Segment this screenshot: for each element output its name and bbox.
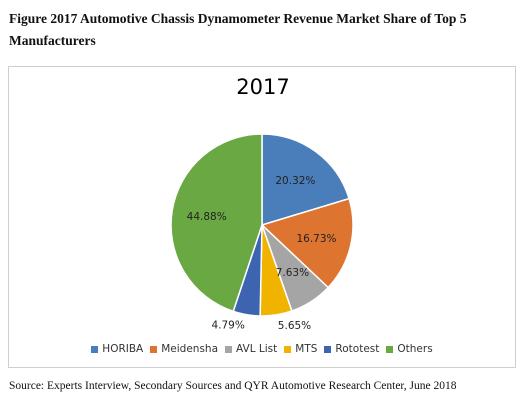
data-label-avl-list: 7.63% [276,267,309,279]
data-label-meidensha: 16.73% [296,233,336,245]
legend-item-rototest: Rototest [324,343,379,355]
legend-swatch [91,345,99,353]
legend-item-horiba: HORIBA [91,343,143,355]
legend-label: Others [397,343,433,355]
legend-item-mts: MTS [284,343,317,355]
legend-swatch [150,345,158,353]
data-label-horiba: 20.32% [275,175,315,187]
data-label-others: 44.88% [187,211,227,223]
legend-label: Rototest [335,343,380,355]
legend-label: AVL List [236,343,278,355]
figure-caption: Figure 2017 Automotive Chassis Dynamomet… [9,11,467,48]
legend-label: MTS [295,343,318,355]
pie-slice-others [170,133,263,313]
legend-label: HORIBA [102,343,144,355]
legend-swatch [324,345,332,353]
legend-item-others: Others [386,343,433,355]
legend-swatch [225,345,233,353]
legend-item-meidensha: Meidensha [150,343,218,355]
legend-swatch [386,345,394,353]
chart-legend: HORIBA Meidensha AVL List MTS Rototest Others [8,343,516,355]
chart-title: 2017 [236,75,290,99]
data-label-mts: 5.65% [278,320,311,332]
data-label-rototest: 4.79% [211,320,244,332]
pie-slice-meidensha [260,197,354,289]
pie-slice-horiba [261,133,351,227]
legend-label: Meidensha [161,343,219,355]
legend-swatch [284,345,292,353]
figure-source: Source: Experts Interview, Secondary Sou… [9,380,457,392]
legend-item-avl-list: AVL List [225,343,277,355]
